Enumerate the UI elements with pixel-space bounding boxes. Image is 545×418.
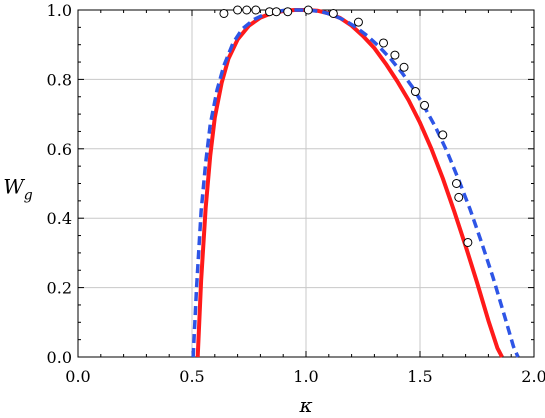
y-tick-label: 1.0 xyxy=(47,1,72,20)
data-point-marker xyxy=(420,100,430,110)
y-tick-label: 0.6 xyxy=(47,140,72,159)
data-point-marker xyxy=(410,87,420,97)
data-point-marker xyxy=(251,5,261,15)
x-tick-label: 0.0 xyxy=(65,367,90,386)
data-point-marker xyxy=(463,237,473,247)
x-tick-label: 1.0 xyxy=(293,367,318,386)
x-tick-label: 2.0 xyxy=(521,367,545,386)
data-point-marker xyxy=(353,17,363,27)
data-point-marker xyxy=(233,5,243,15)
y-tick-label: 0.8 xyxy=(47,70,72,89)
x-tick-label: 1.5 xyxy=(407,367,432,386)
data-point-marker xyxy=(219,8,229,18)
data-point-marker xyxy=(242,5,252,15)
data-point-marker xyxy=(271,7,281,17)
data-point-marker xyxy=(451,179,461,188)
series-layer xyxy=(191,5,520,358)
y-axis-label-base: W xyxy=(3,175,25,199)
y-tick-label: 0.0 xyxy=(47,348,72,367)
y-axis-label: Wg xyxy=(3,175,33,204)
data-point-marker xyxy=(454,192,464,202)
x-tick-label: 0.5 xyxy=(179,367,204,386)
y-tick-label: 0.2 xyxy=(47,279,72,298)
y-axis-label-sub: g xyxy=(24,188,33,204)
data-point-marker xyxy=(390,50,400,60)
data-point-marker xyxy=(379,38,389,48)
data-point-marker xyxy=(399,62,409,72)
axis-ticks: 0.0 0.5 1.0 1.5 2.0 0.0 0.2 0.4 0.6 0.8 1.0 xyxy=(47,1,545,386)
data-point-marker xyxy=(283,7,293,17)
dashed-curve xyxy=(191,8,520,358)
y-tick-label: 0.4 xyxy=(47,209,72,228)
data-point-marker xyxy=(328,8,338,18)
data-point-marker xyxy=(438,130,448,140)
grid-lines xyxy=(77,9,535,358)
x-axis-label: κ xyxy=(298,393,312,417)
data-point-marker xyxy=(303,5,313,15)
